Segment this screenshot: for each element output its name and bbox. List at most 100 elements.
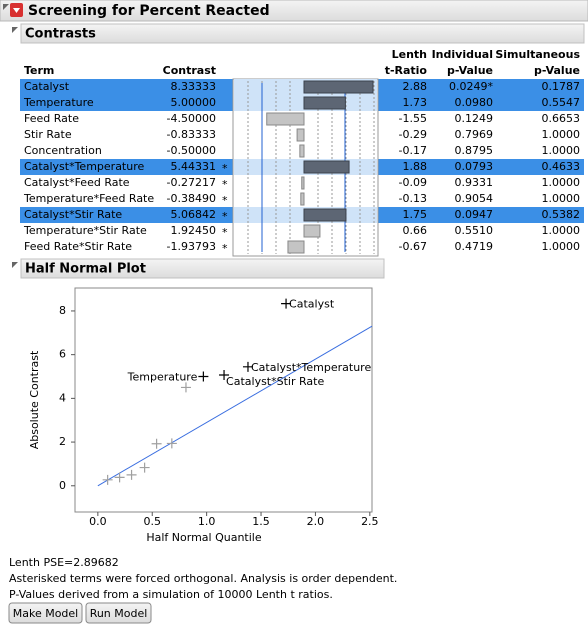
contrast-bar — [303, 208, 347, 222]
reference-line — [97, 325, 373, 487]
point-label: Catalyst — [289, 298, 335, 311]
y-axis-title: Absolute Contrast — [28, 350, 41, 449]
t-ratio: -0.67 — [399, 240, 427, 253]
individual-p: 0.0793 — [455, 160, 494, 173]
t-ratio: 1.75 — [403, 208, 428, 221]
contrast: -0.50000 — [167, 144, 216, 157]
contrast: -0.27217 — [167, 176, 216, 189]
t-ratio: -0.13 — [399, 192, 427, 205]
button-label[interactable]: Make Model — [13, 607, 79, 620]
contrast-bar — [303, 160, 350, 174]
contrast-bar — [296, 128, 305, 142]
point-label: Temperature — [127, 371, 198, 384]
contrast: -0.83333 — [167, 128, 216, 141]
individual-p: 0.7969 — [455, 128, 494, 141]
contrast: 1.92450 — [171, 224, 217, 237]
individual-p: 0.8795 — [455, 144, 494, 157]
contrast-bar — [266, 112, 305, 126]
contrast-bar — [303, 224, 321, 238]
t-ratio: 1.73 — [403, 96, 428, 109]
point — [114, 472, 125, 483]
disclosure-icon[interactable] — [3, 4, 9, 10]
contrast-bar — [287, 240, 305, 254]
contrast: 5.44331 — [171, 160, 217, 173]
simultaneous-p: 1.0000 — [542, 240, 581, 253]
column-header: p-Value — [534, 64, 580, 77]
plot-frame — [74, 287, 373, 513]
section-bar — [20, 23, 585, 44]
contrast-bar — [300, 192, 305, 206]
point — [242, 361, 253, 372]
orthogonal-flag: * — [222, 226, 228, 239]
term: Concentration — [24, 144, 102, 157]
x-tick-label: 2.0 — [307, 515, 325, 528]
point — [102, 474, 113, 485]
t-ratio: -1.55 — [399, 112, 427, 125]
term: Catalyst — [24, 80, 70, 93]
contrast: 5.06842 — [171, 208, 217, 221]
orthogonal-flag: * — [222, 162, 228, 175]
term: Temperature*Stir Rate — [23, 224, 147, 237]
point — [198, 371, 209, 382]
t-ratio: -0.29 — [399, 128, 427, 141]
simultaneous-p: 1.0000 — [542, 176, 581, 189]
individual-p: 0.5510 — [455, 224, 494, 237]
point-label: Catalyst*Temperature — [251, 361, 371, 374]
simultaneous-p: 1.0000 — [542, 128, 581, 141]
button[interactable] — [85, 602, 152, 624]
individual-p: 0.0947 — [455, 208, 494, 221]
point — [139, 462, 150, 473]
contrast: -1.93793 — [167, 240, 216, 253]
point — [180, 382, 191, 393]
disclosure-icon[interactable] — [12, 27, 18, 33]
point — [219, 370, 230, 381]
column-header: t-Ratio — [385, 64, 428, 77]
term: Stir Rate — [24, 128, 72, 141]
t-ratio: 2.88 — [403, 80, 428, 93]
point-label: Catalyst*Stir Rate — [226, 375, 324, 388]
section-title: Contrasts — [25, 27, 96, 42]
report-title: Screening for Percent Reacted — [28, 3, 270, 19]
y-tick-label: 8 — [59, 304, 66, 317]
column-header: Lenth — [392, 48, 427, 61]
term: Feed Rate — [24, 112, 79, 125]
button[interactable] — [8, 602, 83, 624]
orthogonal-flag: * — [222, 242, 228, 255]
individual-p: 0.9331 — [455, 176, 494, 189]
contrast-bar — [303, 80, 374, 94]
orthogonal-flag: * — [222, 210, 228, 223]
lenth-pse: Lenth PSE=2.89682 — [9, 556, 119, 569]
simultaneous-p: 0.5547 — [542, 96, 581, 109]
term: Feed Rate*Stir Rate — [24, 240, 132, 253]
term: Catalyst*Stir Rate — [24, 208, 122, 221]
simultaneous-p: 0.5382 — [542, 208, 581, 221]
contrast-bar — [303, 96, 346, 110]
contrast-bar — [299, 144, 305, 158]
term: Catalyst*Temperature — [24, 160, 144, 173]
y-tick-label: 4 — [59, 391, 66, 404]
t-ratio: -0.09 — [399, 176, 427, 189]
x-tick-label: 0.0 — [89, 515, 107, 528]
column-header: Individual — [432, 48, 493, 61]
title-bar — [0, 0, 588, 22]
term: Temperature*Feed Rate — [23, 192, 154, 205]
x-axis-title: Half Normal Quantile — [146, 531, 262, 544]
x-tick-label: 1.5 — [252, 515, 270, 528]
lenth-pse-value: 2.89682 — [73, 556, 119, 569]
y-tick-label: 2 — [59, 435, 66, 448]
contrast: 5.00000 — [171, 96, 217, 109]
contrast: 8.33333 — [171, 80, 217, 93]
simultaneous-p: 0.4633 — [542, 160, 581, 173]
y-tick-label: 0 — [59, 479, 66, 492]
simultaneous-p: 1.0000 — [542, 192, 581, 205]
section-bar — [20, 258, 385, 279]
disclosure-icon[interactable] — [12, 262, 18, 268]
term: Temperature — [23, 96, 94, 109]
simultaneous-p: 1.0000 — [542, 144, 581, 157]
orthogonal-flag: * — [222, 178, 228, 191]
point — [166, 438, 177, 449]
orthogonal-flag: * — [222, 194, 228, 207]
button-label[interactable]: Run Model — [90, 607, 148, 620]
column-header: Term — [24, 64, 54, 77]
simultaneous-p: 0.6653 — [542, 112, 581, 125]
